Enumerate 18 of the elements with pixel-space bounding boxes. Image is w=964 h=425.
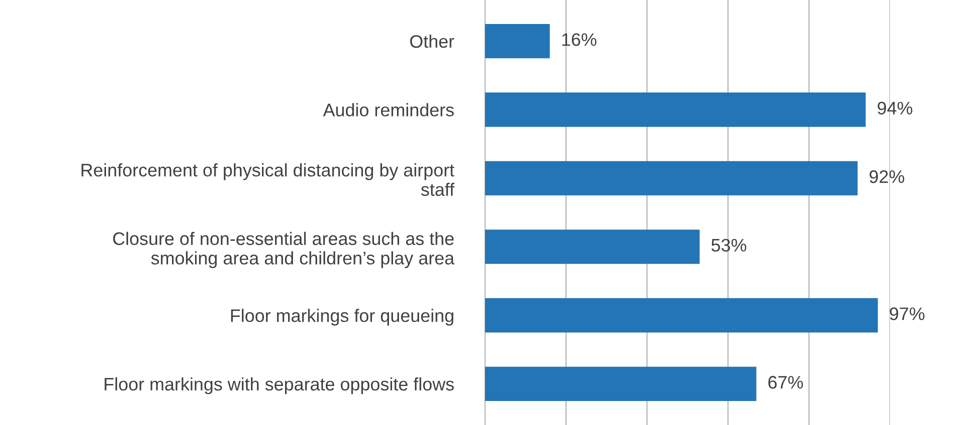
data-label: 94%: [878, 102, 912, 115]
data-label: 67%: [768, 376, 803, 389]
y-tick-label: Floor markings with separate opposite flows: [104, 377, 454, 394]
bar: [485, 92, 866, 127]
data-label: 97%: [890, 307, 924, 320]
data-label: 53%: [711, 238, 746, 252]
bar: [485, 230, 700, 264]
y-tick-label: Floor markings for queueing: [231, 308, 454, 326]
y-tick-label: Other: [410, 34, 454, 48]
y-tick-label: Reinforcement of physical distancing by airport staff: [82, 163, 454, 196]
bar: [485, 366, 756, 402]
y-tick-label: Closure of non-essential areas such as the smoking area and children’s play area: [113, 232, 454, 268]
data-label: 92%: [870, 170, 904, 184]
bar: [485, 298, 878, 332]
y-tick-label: Audio reminders: [323, 103, 454, 116]
data-label: 16%: [562, 33, 596, 46]
bar: [485, 161, 858, 196]
bar: [485, 24, 550, 58]
